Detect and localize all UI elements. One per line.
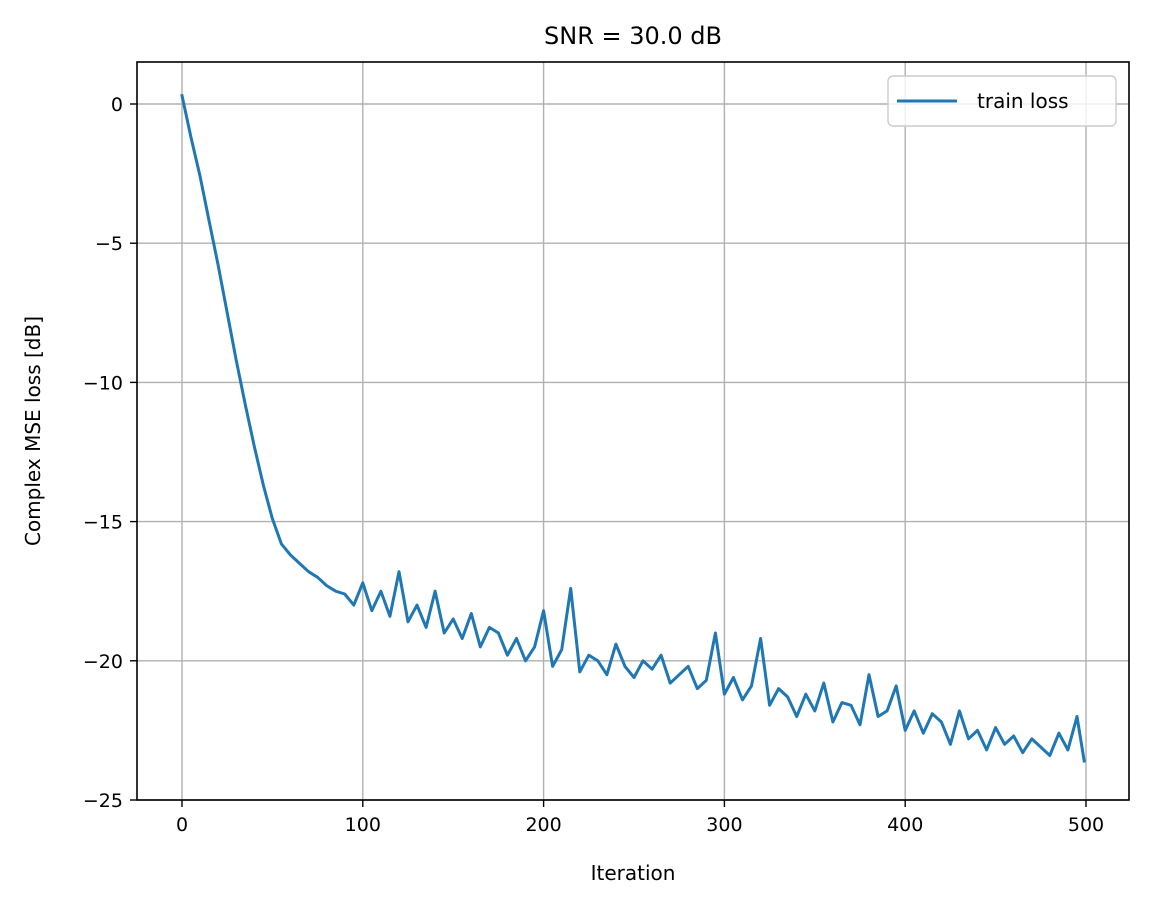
y-tick-label: −25 [83,790,123,812]
chart-title: SNR = 30.0 dB [544,22,722,50]
y-tick-label: 0 [111,94,123,116]
x-tick-label: 500 [1068,814,1104,836]
axes-frame [136,61,1130,801]
series-line [180,93,1086,763]
y-tick-label: −5 [95,233,123,255]
train-loss-line [180,93,1086,763]
y-tick-label: −20 [83,651,123,673]
legend-box [887,75,1117,127]
x-tick-label: 300 [706,814,742,836]
y-axis-ticks: 0 −5 −10 −15 −20 −25 [83,94,137,812]
x-tick-label: 400 [887,814,923,836]
y-tick-label: −10 [83,372,123,394]
legend-label: train loss [977,89,1069,113]
legend: train loss [887,75,1117,127]
x-axis-label: Iteration [591,861,676,885]
x-tick-label: 0 [176,814,188,836]
x-tick-label: 200 [525,814,561,836]
x-tick-label: 100 [345,814,381,836]
y-tick-label: −15 [83,512,123,534]
x-axis-ticks: 0 100 200 300 400 500 [176,800,1104,836]
y-axis-label: Complex MSE loss [dB] [21,316,45,546]
